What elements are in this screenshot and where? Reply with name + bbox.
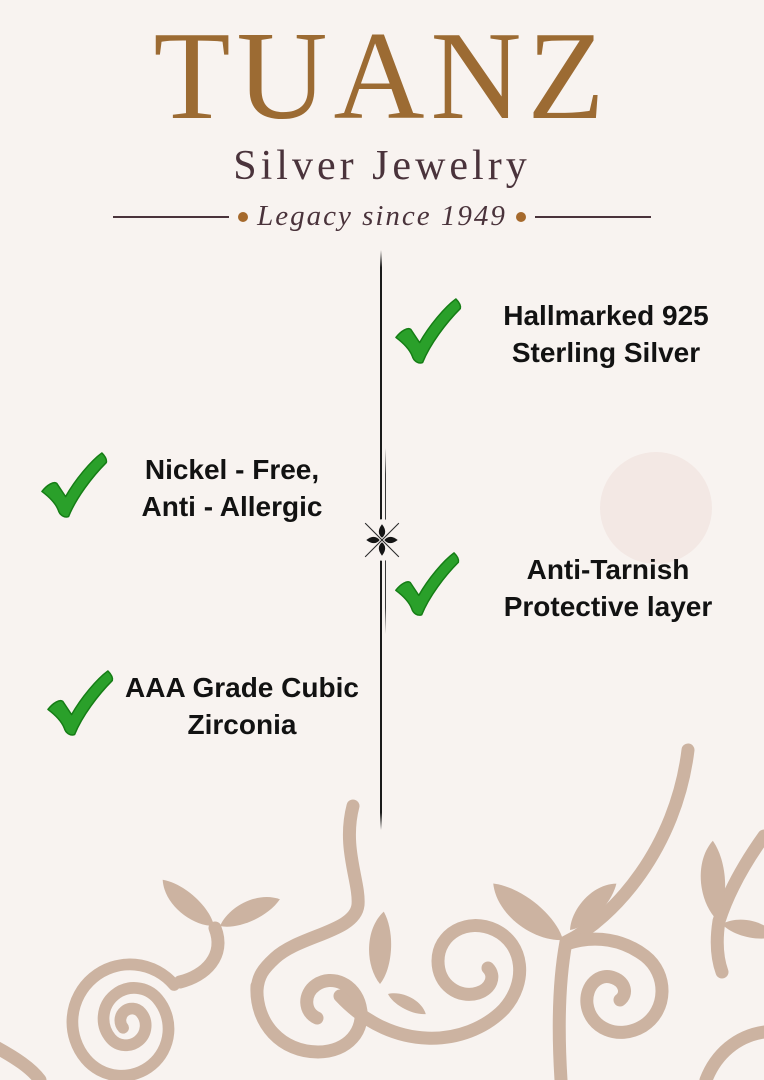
feature-line: AAA Grade Cubic <box>125 672 359 703</box>
brand-tagline: Legacy since 1949 <box>0 200 764 233</box>
check-icon <box>41 452 108 518</box>
floral-vine-decoration <box>0 743 764 1080</box>
tagline-rule-right <box>534 215 651 218</box>
tagline-rule-left <box>113 215 230 218</box>
blush-circle-decoration <box>600 452 712 564</box>
quatrefoil-ornament-icon <box>361 519 403 561</box>
feature-label: Hallmarked 925 Sterling Silver <box>468 297 744 371</box>
feature-line: Sterling Silver <box>511 337 701 368</box>
feature-line: Zirconia <box>187 709 297 740</box>
check-icon <box>395 552 460 616</box>
feature-label: AAA Grade Cubic Zirconia <box>100 669 384 743</box>
feature-label: Anti-Tarnish Protective layer <box>470 551 746 625</box>
feature-line: Protective layer <box>503 591 713 622</box>
feature-line: Hallmarked 925 <box>503 300 709 331</box>
feature-label: Nickel - Free, Anti - Allergic <box>104 451 360 525</box>
feature-line: Nickel - Free, <box>144 454 320 485</box>
check-icon <box>47 670 114 736</box>
tagline-dot-left <box>238 211 249 222</box>
tagline-text: Legacy since 1949 <box>257 200 507 233</box>
brand-subtitle: Silver Jewelry <box>233 143 531 189</box>
check-icon <box>395 298 462 364</box>
tagline-dot-right <box>515 211 526 222</box>
brand-logo: TUANZ Silver Jewelry Legacy since 1949 <box>0 14 764 233</box>
brand-name: TUANZ <box>153 7 611 146</box>
feature-line: Anti - Allergic <box>141 491 323 522</box>
feature-line: Anti-Tarnish <box>526 554 690 585</box>
